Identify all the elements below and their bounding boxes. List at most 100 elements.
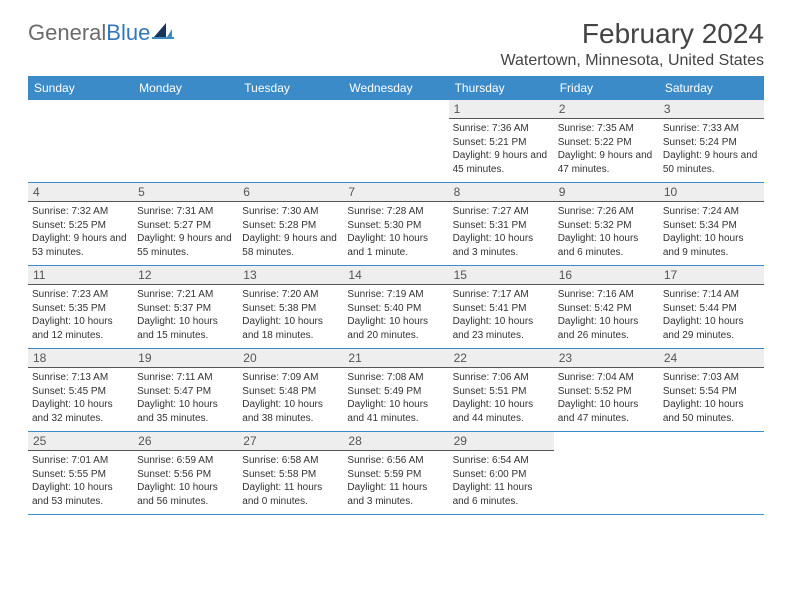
calendar-day: 8 Sunrise: 7:27 AMSunset: 5:31 PMDaylight… <box>449 183 554 266</box>
calendar-day: 14 Sunrise: 7:19 AMSunset: 5:40 PMDayligh… <box>343 266 448 349</box>
day-content: Sunrise: 7:28 AMSunset: 5:30 PMDaylight:… <box>347 205 444 259</box>
day-number: 24 <box>659 349 764 368</box>
calendar-day: 17 Sunrise: 7:14 AMSunset: 5:44 PMDayligh… <box>659 266 764 349</box>
day-number: 17 <box>659 266 764 285</box>
calendar-week: 25Sunrise: 7:01 AMSunset: 5:55 PMDayligh… <box>28 432 764 515</box>
day-content: Sunrise: 7:03 AMSunset: 5:54 PMDaylight:… <box>663 371 760 425</box>
day-content: Sunrise: 7:36 AMSunset: 5:21 PMDaylight:… <box>453 122 550 176</box>
day-number: 15 <box>449 266 554 285</box>
day-header: Tuesday <box>238 76 343 100</box>
day-number: 6 <box>238 183 343 202</box>
day-content: Sunrise: 7:06 AMSunset: 5:51 PMDaylight:… <box>453 371 550 425</box>
day-number: 29 <box>449 432 554 451</box>
calendar-day: 2 Sunrise: 7:35 AMSunset: 5:22 PMDaylight… <box>554 100 659 183</box>
day-content: Sunrise: 7:24 AMSunset: 5:34 PMDaylight:… <box>663 205 760 259</box>
day-content: Sunrise: 7:08 AMSunset: 5:49 PMDaylight:… <box>347 371 444 425</box>
day-header: Saturday <box>659 76 764 100</box>
header: GeneralBlue February 2024 Watertown, Min… <box>28 18 764 70</box>
day-number: 3 <box>659 100 764 119</box>
day-number: 10 <box>659 183 764 202</box>
calendar-day: 25Sunrise: 7:01 AMSunset: 5:55 PMDayligh… <box>28 432 133 515</box>
calendar-day: 10 Sunrise: 7:24 AMSunset: 5:34 PMDayligh… <box>659 183 764 266</box>
calendar-day: 24 Sunrise: 7:03 AMSunset: 5:54 PMDayligh… <box>659 349 764 432</box>
day-content: Sunrise: 7:13 AMSunset: 5:45 PMDaylight:… <box>32 371 129 425</box>
calendar-week: 18 Sunrise: 7:13 AMSunset: 5:45 PMDayligh… <box>28 349 764 432</box>
day-number: 27 <box>238 432 343 451</box>
calendar-day: 18 Sunrise: 7:13 AMSunset: 5:45 PMDayligh… <box>28 349 133 432</box>
calendar-day <box>554 432 659 515</box>
day-number: 22 <box>449 349 554 368</box>
day-number: 2 <box>554 100 659 119</box>
day-number: 4 <box>28 183 133 202</box>
calendar-day: 12 Sunrise: 7:21 AMSunset: 5:37 PMDayligh… <box>133 266 238 349</box>
day-content: Sunrise: 7:17 AMSunset: 5:41 PMDaylight:… <box>453 288 550 342</box>
day-header: Friday <box>554 76 659 100</box>
day-number: 18 <box>28 349 133 368</box>
location: Watertown, Minnesota, United States <box>500 52 764 70</box>
day-number: 7 <box>343 183 448 202</box>
calendar-day: 4 Sunrise: 7:32 AMSunset: 5:25 PMDaylight… <box>28 183 133 266</box>
calendar-week: 1Sunrise: 7:36 AMSunset: 5:21 PMDaylight… <box>28 100 764 183</box>
day-number: 13 <box>238 266 343 285</box>
day-number: 28 <box>343 432 448 451</box>
calendar-week: 4 Sunrise: 7:32 AMSunset: 5:25 PMDaylight… <box>28 183 764 266</box>
calendar-day: 5 Sunrise: 7:31 AMSunset: 5:27 PMDaylight… <box>133 183 238 266</box>
day-content: Sunrise: 7:35 AMSunset: 5:22 PMDaylight:… <box>558 122 655 176</box>
day-content: Sunrise: 7:04 AMSunset: 5:52 PMDaylight:… <box>558 371 655 425</box>
calendar-page: GeneralBlue February 2024 Watertown, Min… <box>0 0 792 533</box>
calendar-day: 13 Sunrise: 7:20 AMSunset: 5:38 PMDayligh… <box>238 266 343 349</box>
day-header: Sunday <box>28 76 133 100</box>
day-content: Sunrise: 7:14 AMSunset: 5:44 PMDaylight:… <box>663 288 760 342</box>
day-number: 8 <box>449 183 554 202</box>
day-content: Sunrise: 7:30 AMSunset: 5:28 PMDaylight:… <box>242 205 339 259</box>
calendar-day: 26 Sunrise: 6:59 AMSunset: 5:56 PMDayligh… <box>133 432 238 515</box>
calendar-day: 22 Sunrise: 7:06 AMSunset: 5:51 PMDayligh… <box>449 349 554 432</box>
day-number: 14 <box>343 266 448 285</box>
day-number: 16 <box>554 266 659 285</box>
calendar-day: 20Sunrise: 7:09 AMSunset: 5:48 PMDayligh… <box>238 349 343 432</box>
day-content: Sunrise: 7:26 AMSunset: 5:32 PMDaylight:… <box>558 205 655 259</box>
day-number: 26 <box>133 432 238 451</box>
day-content: Sunrise: 7:27 AMSunset: 5:31 PMDaylight:… <box>453 205 550 259</box>
day-number: 23 <box>554 349 659 368</box>
calendar-table: SundayMondayTuesdayWednesdayThursdayFrid… <box>28 76 764 515</box>
day-content: Sunrise: 7:20 AMSunset: 5:38 PMDaylight:… <box>242 288 339 342</box>
logo-text-blue: Blue <box>106 20 150 46</box>
calendar-day: 3 Sunrise: 7:33 AMSunset: 5:24 PMDaylight… <box>659 100 764 183</box>
month-title: February 2024 <box>500 18 764 50</box>
logo-text-gray: General <box>28 20 106 46</box>
calendar-day: 15 Sunrise: 7:17 AMSunset: 5:41 PMDayligh… <box>449 266 554 349</box>
calendar-day: 1Sunrise: 7:36 AMSunset: 5:21 PMDaylight… <box>449 100 554 183</box>
day-content: Sunrise: 7:09 AMSunset: 5:48 PMDaylight:… <box>242 371 339 425</box>
calendar-day: 9 Sunrise: 7:26 AMSunset: 5:32 PMDaylight… <box>554 183 659 266</box>
day-number: 11 <box>28 266 133 285</box>
day-number: 9 <box>554 183 659 202</box>
day-content: Sunrise: 7:19 AMSunset: 5:40 PMDaylight:… <box>347 288 444 342</box>
day-number: 12 <box>133 266 238 285</box>
calendar-day: 16 Sunrise: 7:16 AMSunset: 5:42 PMDayligh… <box>554 266 659 349</box>
calendar-day <box>133 100 238 183</box>
day-content: Sunrise: 7:31 AMSunset: 5:27 PMDaylight:… <box>137 205 234 259</box>
day-header: Monday <box>133 76 238 100</box>
calendar-day <box>343 100 448 183</box>
calendar-day <box>238 100 343 183</box>
day-content: Sunrise: 7:21 AMSunset: 5:37 PMDaylight:… <box>137 288 234 342</box>
calendar-day: 7 Sunrise: 7:28 AMSunset: 5:30 PMDaylight… <box>343 183 448 266</box>
day-content: Sunrise: 7:01 AMSunset: 5:55 PMDaylight:… <box>32 454 129 508</box>
day-content: Sunrise: 7:32 AMSunset: 5:25 PMDaylight:… <box>32 205 129 259</box>
calendar-week: 11Sunrise: 7:23 AMSunset: 5:35 PMDayligh… <box>28 266 764 349</box>
calendar-day <box>28 100 133 183</box>
calendar-day: 27 Sunrise: 6:58 AMSunset: 5:58 PMDayligh… <box>238 432 343 515</box>
calendar-day: 11Sunrise: 7:23 AMSunset: 5:35 PMDayligh… <box>28 266 133 349</box>
day-content: Sunrise: 6:59 AMSunset: 5:56 PMDaylight:… <box>137 454 234 508</box>
calendar-day: 19Sunrise: 7:11 AMSunset: 5:47 PMDayligh… <box>133 349 238 432</box>
title-block: February 2024 Watertown, Minnesota, Unit… <box>500 18 764 70</box>
calendar-day: 6 Sunrise: 7:30 AMSunset: 5:28 PMDaylight… <box>238 183 343 266</box>
calendar-day: 29 Sunrise: 6:54 AMSunset: 6:00 PMDayligh… <box>449 432 554 515</box>
day-content: Sunrise: 7:33 AMSunset: 5:24 PMDaylight:… <box>663 122 760 176</box>
day-number: 21 <box>343 349 448 368</box>
day-number: 5 <box>133 183 238 202</box>
day-content: Sunrise: 6:58 AMSunset: 5:58 PMDaylight:… <box>242 454 339 508</box>
day-content: Sunrise: 7:16 AMSunset: 5:42 PMDaylight:… <box>558 288 655 342</box>
day-content: Sunrise: 6:54 AMSunset: 6:00 PMDaylight:… <box>453 454 550 508</box>
